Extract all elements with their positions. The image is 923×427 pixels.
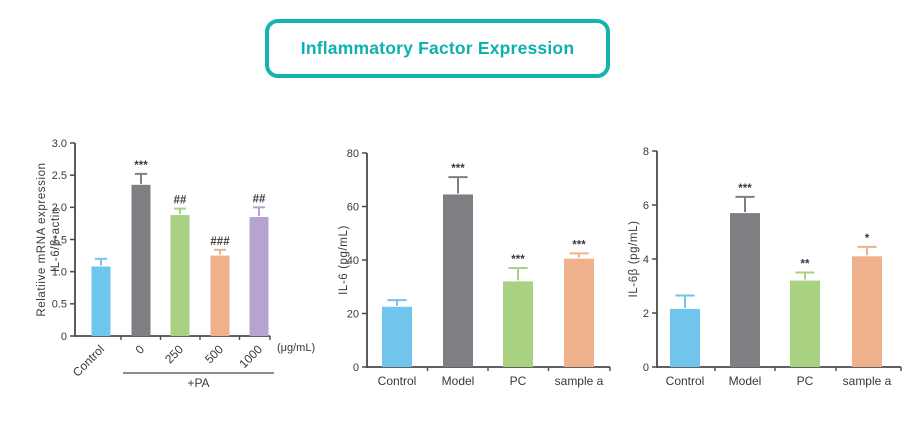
y-tick-label: 6 [643,200,649,212]
y-tick-label: 2.0 [52,202,67,214]
significance-label: ** [801,259,810,271]
y-tick-label: 20 [347,308,359,320]
y-tick-label: 60 [347,201,359,213]
chart-il6: 0 20 40 60 80 Control *** Model *** PC *** sample a… [338,148,611,388]
group-label: +PA [187,376,209,390]
bar-0 [131,184,151,336]
significance-label: *** [738,183,752,195]
x-tick-label: Control [666,374,705,388]
significance-label: ## [253,193,266,205]
y-axis-label: IL-6β (pg/mL) [628,220,640,297]
bar-PC [503,281,533,367]
bar-Control [91,266,111,336]
bar-1000 [249,216,269,336]
significance-label: * [865,233,870,245]
chart-il6-beta: 0 2 4 6 8 Control *** Model ** PC * sample a IL-6β (… [628,146,902,388]
significance-label: ### [210,236,230,248]
figure-title: Inflammatory Factor Expression [300,38,575,58]
bar-Model [730,213,760,367]
y-tick-label: 1.5 [52,234,67,246]
bar-Model [443,194,473,367]
significance-label: *** [511,254,525,266]
bar-Control [382,306,412,367]
y-tick-label: 8 [643,146,649,158]
significance-label: *** [134,160,148,172]
y-tick-label: 80 [347,148,359,160]
x-tick-label: Model [729,374,762,388]
y-axis-label: IL-6/β-actin [50,207,62,272]
x-tick-label: Control [70,342,107,379]
y-tick-label: 3.0 [52,138,67,150]
y-tick-label: 40 [347,255,359,267]
bar-sample a [564,258,594,367]
x-tick-label: PC [510,374,527,388]
significance-label: ## [174,195,187,207]
x-unit-label: (μg/mL) [277,342,315,354]
bar-500 [210,255,230,336]
y-tick-label: 2 [643,308,649,320]
y-axis-label: Relatiive mRNA expression [36,162,48,316]
bar-PC [790,280,820,367]
x-tick-label: sample a [843,374,892,388]
y-tick-label: 2.5 [52,170,67,182]
bar-Control [670,308,700,367]
y-tick-label: 0 [61,331,67,343]
x-tick-label: Model [442,374,475,388]
significance-label: *** [572,239,586,251]
bar-250 [170,215,190,336]
title-box: Inflammatory Factor Expression [265,19,610,78]
x-tick-label: 1000 [236,342,265,371]
x-tick-label: Control [378,374,417,388]
chart-mrna-expression: 0 0.5 1.0 1.5 2.0 2.5 3.0 Control *** 0 ## 250 ### 50… [36,138,315,390]
significance-label: *** [451,163,465,175]
y-tick-label: 1.0 [52,266,67,278]
y-tick-label: 4 [643,254,649,266]
x-tick-label: 500 [202,342,226,366]
y-tick-label: 0.5 [52,299,67,311]
x-tick-label: 250 [162,342,186,366]
bar-sample a [852,256,882,367]
y-axis-label: IL-6 (pg/mL) [338,225,350,295]
y-tick-label: 0 [353,362,359,374]
x-tick-label: 0 [132,342,147,357]
y-tick-label: 0 [643,362,649,374]
x-tick-label: sample a [555,374,604,388]
x-tick-label: PC [797,374,814,388]
